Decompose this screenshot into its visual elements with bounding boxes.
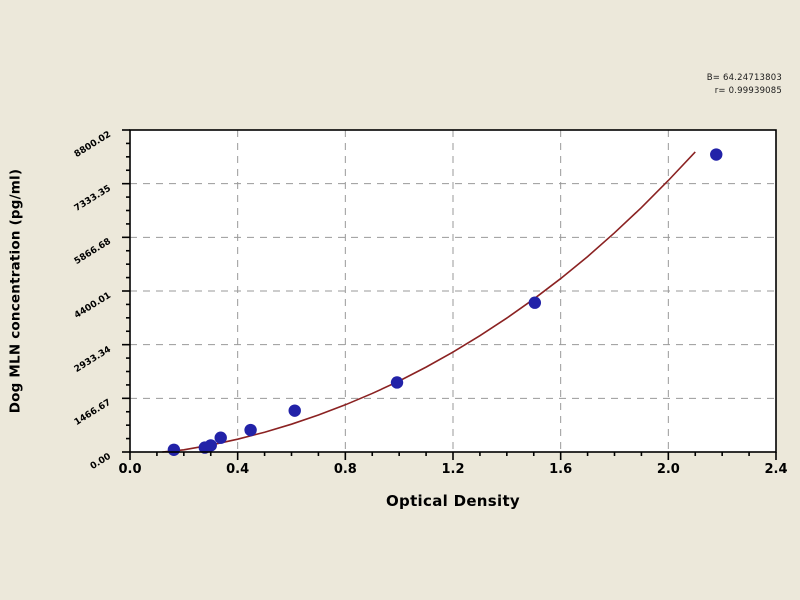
x-tick-label: 0.0: [118, 462, 142, 477]
x-tick-label: 0.4: [226, 462, 250, 477]
fit-curve: [162, 151, 696, 453]
data-point-marker: [288, 404, 301, 417]
x-tick-label: 1.2: [441, 462, 465, 477]
x-tick-label: 1.6: [549, 462, 573, 477]
data-point-marker: [244, 423, 257, 437]
data-points: [167, 148, 723, 456]
x-tick-label: 2.4: [764, 462, 788, 477]
data-point-marker: [390, 376, 404, 389]
x-tick-label: 0.8: [333, 462, 357, 477]
data-point-marker: [214, 431, 227, 444]
fit-statistics: B= 64.24713803 r= 0.99939085: [707, 72, 782, 98]
x-axis-title: Optical Density: [386, 492, 520, 510]
correlation-annotation: r= 0.99939085: [714, 86, 782, 96]
data-point-marker: [528, 296, 542, 309]
x-tick-label: 2.0: [656, 462, 680, 477]
data-point-marker: [710, 148, 723, 161]
data-point-marker: [204, 439, 217, 452]
plot-border: [129, 129, 777, 453]
data-point-marker: [167, 443, 181, 456]
slope-annotation: B= 64.24713803: [706, 73, 782, 83]
